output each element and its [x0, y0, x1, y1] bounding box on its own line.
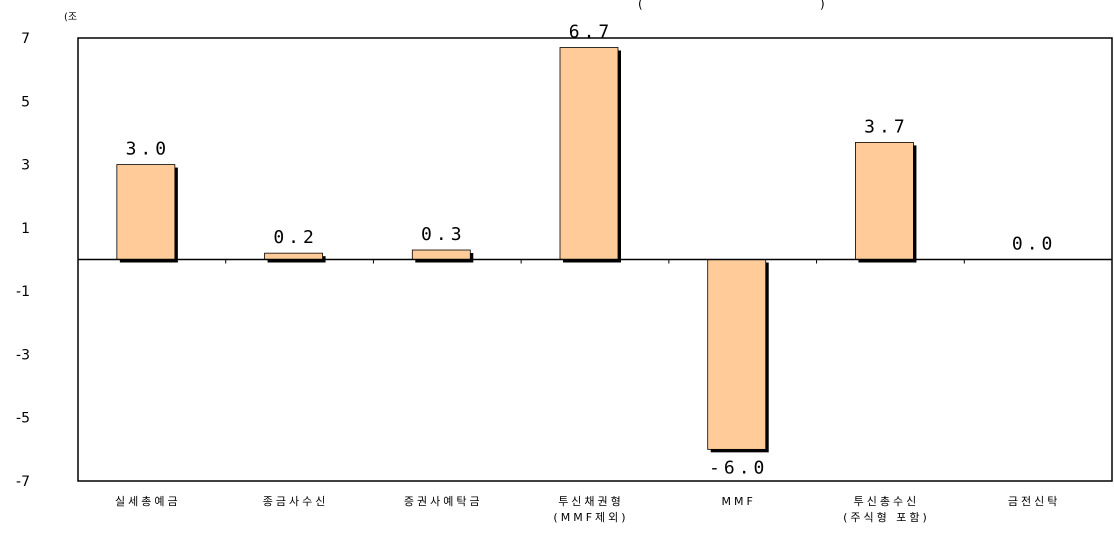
bar-fill [411, 249, 471, 260]
bar [707, 259, 769, 453]
y-tick-label: -5 [16, 411, 30, 427]
bar [411, 249, 474, 263]
data-label: 0.2 [273, 227, 318, 248]
x-tick-label: 투신총수신 [854, 495, 920, 508]
x-tick-label: (주식형 포함) [843, 511, 930, 524]
y-tick-label: 5 [21, 94, 30, 110]
data-label: 0.0 [1012, 234, 1057, 255]
data-label: 3.7 [864, 116, 909, 137]
bars [116, 47, 917, 453]
x-tick-label: 증권사예탁금 [404, 495, 483, 508]
bar-fill [559, 47, 619, 260]
bar-fill [855, 142, 914, 260]
y-tick-label: 1 [21, 221, 30, 237]
y-tick-label: 7 [21, 31, 30, 47]
data-label: -6.0 [709, 457, 768, 478]
x-tick-label: 실세총예금 [115, 495, 181, 508]
x-tick-label: MMF [722, 495, 756, 508]
x-tick-label: (MMF제외) [553, 511, 628, 524]
bar [559, 47, 621, 263]
data-labels: 3.0 0.2 0.3 6.7 -6.0 3.7 0.0 [126, 21, 1057, 478]
bar [116, 164, 178, 263]
data-label: 6.7 [569, 21, 614, 42]
bar [855, 142, 917, 263]
title-fragment-open: ( [638, 0, 643, 11]
y-tick-label: -1 [16, 284, 30, 300]
bar [264, 252, 326, 263]
x-tick-label: 금전신탁 [1008, 495, 1060, 508]
x-tick-label: 투신채권형 [558, 495, 624, 508]
bar-fill [116, 164, 176, 260]
bar-fill [264, 252, 323, 260]
y-tick-label: -7 [16, 474, 30, 490]
title-fragment-close: ) [820, 0, 825, 11]
y-tick-label: 3 [21, 158, 30, 174]
unit-label: (조 [64, 12, 77, 23]
data-label: 0.3 [421, 224, 466, 245]
data-label: 3.0 [126, 139, 171, 160]
x-tick-label: 종금사수신 [263, 495, 329, 508]
x-axis-labels: 실세총예금 종금사수신 증권사예탁금 투신채권형 (MMF제외) MMF 투신총수신 (주식형… [115, 495, 1060, 524]
bar-fill [707, 259, 767, 450]
y-tick-label: -3 [16, 347, 30, 363]
